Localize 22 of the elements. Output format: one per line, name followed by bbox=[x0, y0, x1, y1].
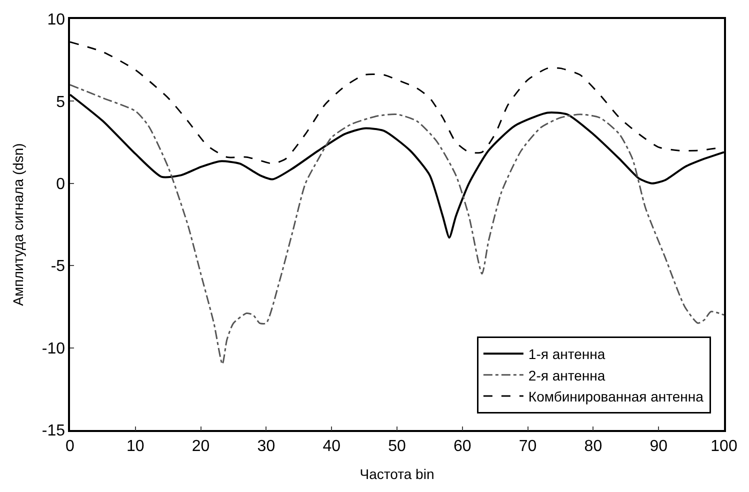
y-tick-label: 10 bbox=[47, 12, 66, 29]
x-tick-label: 60 bbox=[454, 438, 472, 455]
x-tick-label: 20 bbox=[192, 438, 210, 455]
legend-label: Комбинированная антенна bbox=[528, 388, 704, 405]
legend-label: 2-я антенна bbox=[528, 367, 606, 384]
x-tick-label: 90 bbox=[650, 438, 668, 455]
x-tick-label: 80 bbox=[584, 438, 602, 455]
x-tick-label: 70 bbox=[518, 438, 537, 455]
y-tick-label: 0 bbox=[56, 176, 66, 193]
y-tick-label: 5 bbox=[56, 94, 66, 111]
y-tick-label: -10 bbox=[42, 340, 66, 358]
x-tick-label: 40 bbox=[322, 438, 341, 455]
legend-label: 1-я антенна bbox=[528, 346, 606, 362]
y-tick-label: -5 bbox=[50, 258, 66, 276]
x-tick-label: 100 bbox=[710, 438, 738, 455]
y-tick-label: -15 bbox=[42, 422, 66, 440]
y-axis-title: Амплитуда сигнала (dsn) bbox=[10, 143, 26, 306]
x-axis-title: Частота bin bbox=[360, 466, 434, 482]
x-tick-label: 50 bbox=[388, 438, 406, 455]
line-series bbox=[70, 84, 724, 365]
x-tick-label: 10 bbox=[126, 438, 144, 455]
x-tick-label: 30 bbox=[257, 438, 276, 455]
